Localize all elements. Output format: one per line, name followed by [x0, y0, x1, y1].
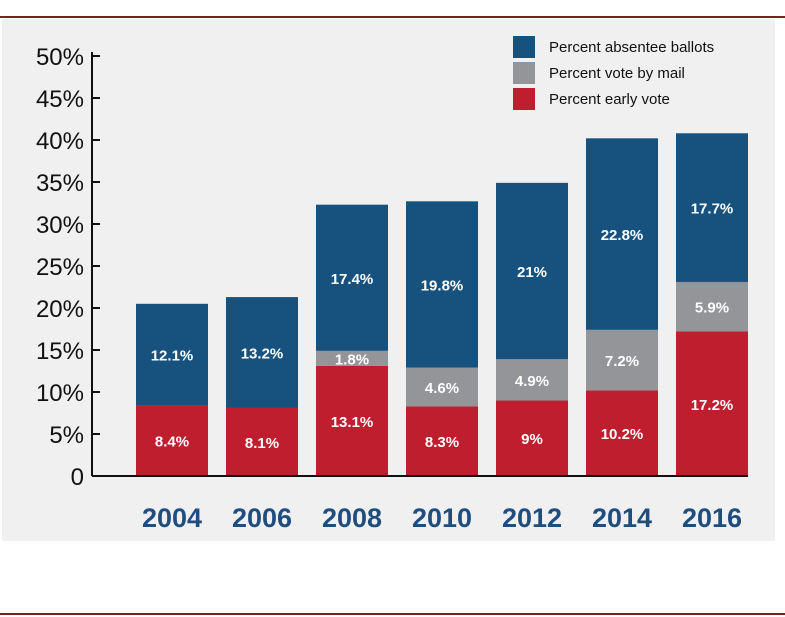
bar-2012-series-0: [496, 400, 568, 476]
value-label-2016-series-1: 5.9%: [695, 300, 729, 317]
bar-2016-series-2: [676, 133, 748, 282]
bar-2008-series-0: [316, 365, 388, 476]
value-label-2010-series-2: 19.8%: [421, 277, 464, 294]
value-label-2006-series-0: 8.1%: [245, 435, 279, 452]
value-label-2008-series-1: 1.8%: [335, 351, 369, 368]
value-label-2010-series-0: 8.3%: [425, 434, 459, 451]
x-tick-label-2010: 2010: [412, 503, 472, 533]
y-tick-label: 50%: [36, 44, 84, 71]
value-label-2014-series-2: 22.8%: [601, 227, 644, 244]
y-tick-label: 35%: [36, 170, 84, 197]
bar-2004-series-0: [136, 405, 208, 476]
value-label-2006-series-2: 13.2%: [241, 346, 284, 363]
legend-swatch-0: [513, 36, 535, 58]
bottom-rule: [0, 613, 785, 615]
bar-2012-series-2: [496, 182, 568, 360]
x-tick-label-2006: 2006: [232, 503, 292, 533]
value-label-2008-series-0: 13.1%: [331, 414, 374, 431]
bar-2008-series-2: [316, 204, 388, 351]
bars-layer: [136, 133, 748, 476]
y-tick-label: 45%: [36, 86, 84, 113]
legend-label-1: Percent vote by mail: [549, 65, 685, 82]
top-rule: [0, 16, 785, 18]
x-tick-label-2012: 2012: [502, 503, 562, 533]
value-label-2016-series-0: 17.2%: [691, 397, 734, 414]
bar-2014-series-1: [586, 329, 658, 391]
y-tick-label: 15%: [36, 338, 84, 365]
legend: Percent absentee ballots Percent vote by …: [513, 36, 714, 110]
bar-2008-series-1: [316, 350, 388, 366]
value-label-2016-series-2: 17.7%: [691, 201, 734, 218]
x-tick-label-2008: 2008: [322, 503, 382, 533]
bar-2010-series-1: [406, 367, 478, 407]
bar-2006-series-2: [226, 297, 298, 408]
value-label-2012-series-2: 21%: [517, 264, 547, 281]
y-tick-label: 40%: [36, 128, 84, 155]
bar-2016-series-0: [676, 331, 748, 476]
value-label-2012-series-1: 4.9%: [515, 373, 549, 390]
value-label-2008-series-2: 17.4%: [331, 271, 374, 288]
x-tick-label-2004: 2004: [142, 503, 202, 533]
bar-2016-series-1: [676, 281, 748, 332]
bar-2004-series-2: [136, 303, 208, 406]
value-label-2014-series-1: 7.2%: [605, 353, 639, 370]
legend-label-2: Percent early vote: [549, 91, 670, 108]
bar-2014-series-0: [586, 390, 658, 476]
legend-label-0: Percent absentee ballots: [549, 39, 714, 56]
value-label-2004-series-2: 12.1%: [151, 348, 194, 365]
x-tick-label-2014: 2014: [592, 503, 652, 533]
y-tick-label: 25%: [36, 254, 84, 281]
y-tick-label: 20%: [36, 296, 84, 323]
y-tick-label: 0: [71, 464, 84, 491]
x-tick-label-2016: 2016: [682, 503, 742, 533]
axes-layer: 2004 2006 2008 2010 2012 2014 2016 0 5% 10% 15% 20%…: [36, 44, 748, 533]
bar-2010-series-2: [406, 201, 478, 368]
legend-swatch-2: [513, 88, 535, 110]
value-label-2014-series-0: 10.2%: [601, 426, 644, 443]
y-tick-label: 10%: [36, 380, 84, 407]
bar-2014-series-2: [586, 138, 658, 330]
bar-2012-series-1: [496, 359, 568, 401]
value-label-2010-series-1: 4.6%: [425, 380, 459, 397]
value-labels-layer: 8.4% 12.1% 8.1% 13.2% 13.1% 1.8% 17.4% 8.3% 4.6%…: [151, 201, 734, 452]
y-tick-label: 5%: [49, 422, 84, 449]
y-tick-label: 30%: [36, 212, 84, 239]
bar-2006-series-0: [226, 407, 298, 476]
bar-2010-series-0: [406, 406, 478, 476]
value-label-2004-series-0: 8.4%: [155, 434, 189, 451]
legend-swatch-1: [513, 62, 535, 84]
value-label-2012-series-0: 9%: [521, 431, 543, 448]
